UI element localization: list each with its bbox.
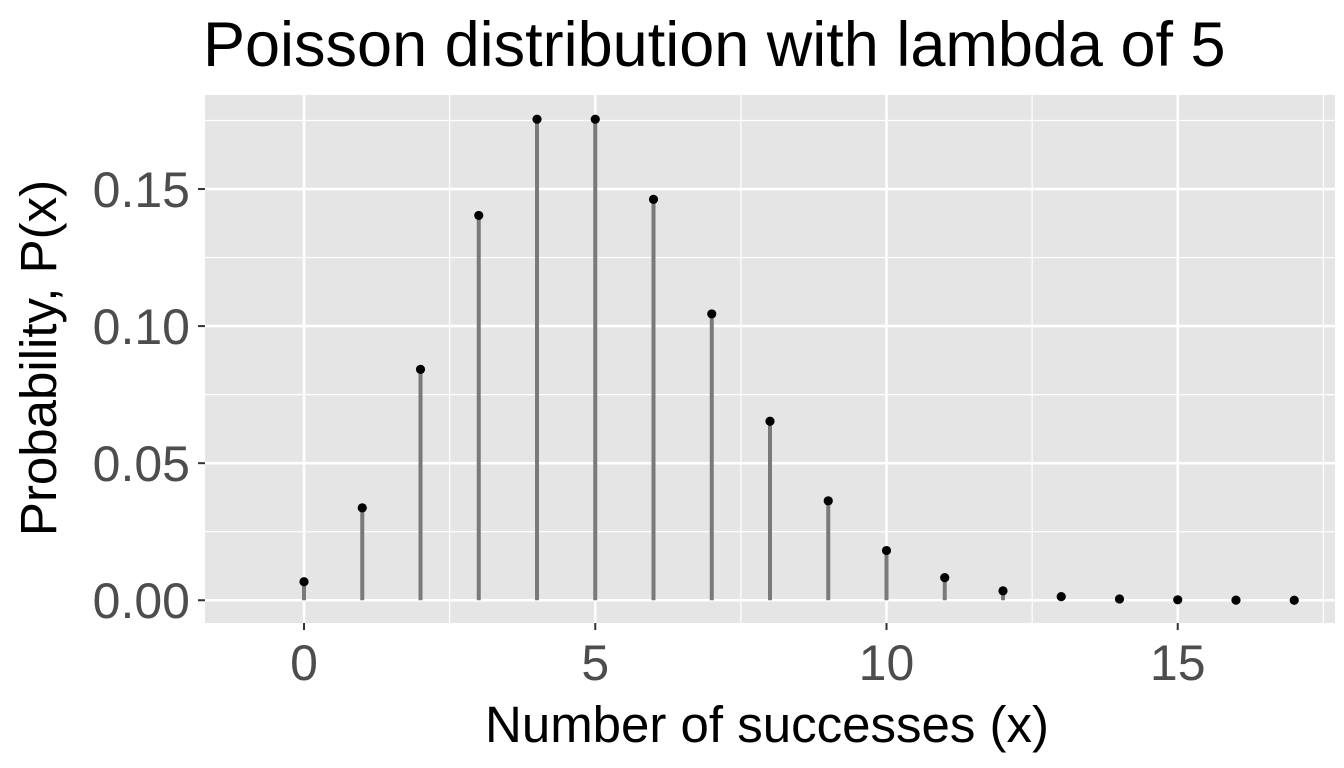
data-point <box>765 416 775 426</box>
data-point <box>1173 595 1183 605</box>
x-tick-label: 15 <box>1150 635 1206 691</box>
data-point <box>881 545 892 556</box>
data-point <box>707 309 717 319</box>
data-point <box>998 586 1008 596</box>
tick-labels: 0 5 10 15 0.00 0.05 0.10 0.15 <box>93 162 1206 691</box>
data-point <box>1056 592 1066 602</box>
data-point <box>940 573 950 583</box>
minor-gridlines <box>205 95 1335 623</box>
data-point <box>1231 595 1241 605</box>
y-tick-label: 0.10 <box>93 299 190 355</box>
x-axis-title: Number of successes (x) <box>485 696 1049 753</box>
data-point <box>648 194 659 204</box>
y-tick-label: 0.00 <box>93 573 190 629</box>
y-axis-title: Probability, P(x) <box>10 180 67 536</box>
data-point <box>1114 594 1125 604</box>
y-tick-label: 0.05 <box>93 436 190 492</box>
x-tick-label: 0 <box>290 635 318 691</box>
chart-title: Poisson distribution with lambda of 5 <box>203 10 1226 80</box>
data-point <box>1289 595 1299 605</box>
data-point <box>532 114 542 124</box>
data-point <box>590 114 600 124</box>
data-point <box>474 210 484 221</box>
data-point <box>415 364 426 374</box>
data-points <box>299 114 1299 605</box>
data-point <box>299 577 309 587</box>
stems <box>302 119 1297 601</box>
x-tick-label: 5 <box>581 635 609 691</box>
data-point <box>823 496 833 506</box>
y-tick-label: 0.15 <box>93 162 190 218</box>
data-point <box>357 503 367 513</box>
axis-ticks <box>198 188 1179 630</box>
x-tick-label: 10 <box>859 635 915 691</box>
